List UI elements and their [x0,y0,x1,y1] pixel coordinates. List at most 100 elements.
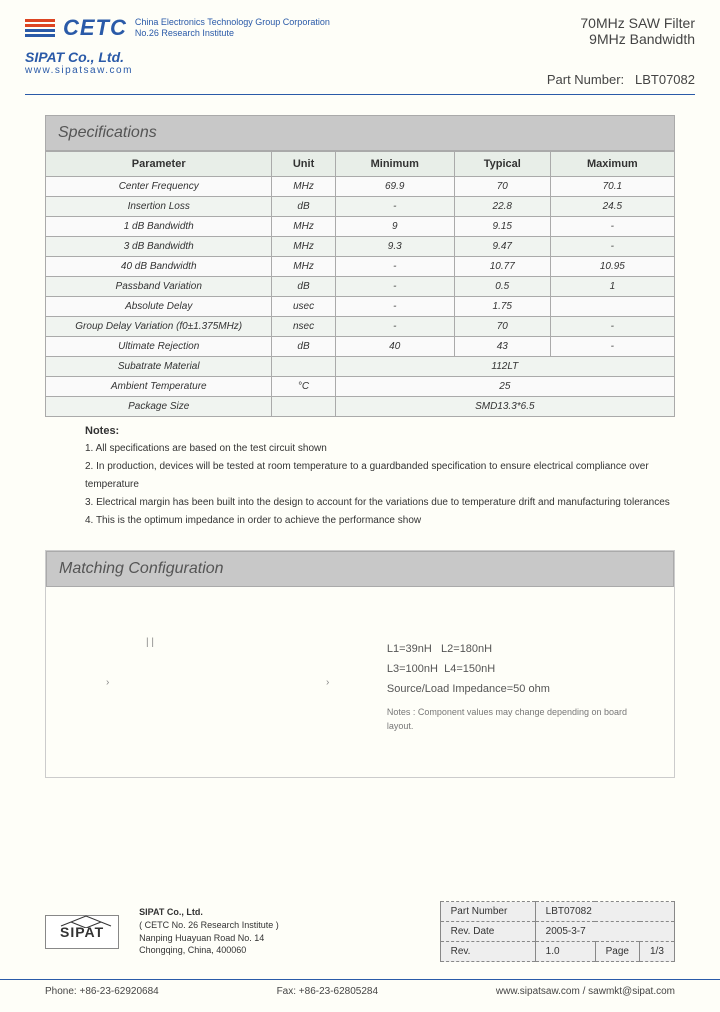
spec-cell: MHz [272,177,335,197]
note-item: 1. All specifications are based on the t… [85,440,675,458]
spec-cell: 70 [454,317,550,337]
sipat-logo-box: SIPAT [45,915,119,949]
spec-cell [550,297,674,317]
fax: Fax: +86-23-62805284 [277,986,378,997]
cetc-logo-icon [25,17,55,39]
matching-section: Matching Configuration | | › › L1=39nH L… [45,550,675,778]
spec-cell: dB [272,277,335,297]
bottom-bar: Phone: +86-23-62920684 Fax: +86-23-62805… [0,979,720,997]
matching-values: L1=39nH L2=180nH L3=100nH L4=150nH Sourc… [387,640,654,733]
spec-cell: - [335,197,454,217]
specifications-table: ParameterUnitMinimumTypicalMaximum Cente… [45,151,675,417]
spec-row: Group Delay Variation (f0±1.375MHz)nsec-… [46,317,675,337]
cetc-logo-text: CETC [63,15,127,41]
matching-header: Matching Configuration [46,551,674,587]
spec-cell: Insertion Loss [46,197,272,217]
note-item: 4. This is the optimum impedance in orde… [85,512,675,530]
spec-row-merged: Ambient Temperature°C25 [46,377,675,397]
spec-cell: 9.3 [335,237,454,257]
spec-cell: - [550,337,674,357]
spec-row: 1 dB BandwidthMHz99.15- [46,217,675,237]
company-name: SIPAT Co., Ltd. [139,906,279,919]
rev-val: 1.0 [535,942,595,962]
rev-part-label: Part Number [440,902,535,922]
spec-cell: - [335,257,454,277]
header-right: 70MHz SAW Filter 9MHz Bandwidth Part Num… [547,15,695,87]
company-url: www.sipatsaw.com [25,65,330,76]
address-line2: Chongqing, China, 400060 [139,944,279,957]
spec-cell: 10.95 [550,257,674,277]
header-left: CETC China Electronics Technology Group … [25,15,330,87]
spec-col-header: Parameter [46,152,272,177]
spec-cell: dB [272,337,335,357]
spec-col-header: Unit [272,152,335,177]
spec-cell: - [335,317,454,337]
spec-cell: nsec [272,317,335,337]
spec-cell: Group Delay Variation (f0±1.375MHz) [46,317,272,337]
spec-cell: - [335,277,454,297]
corp-text: China Electronics Technology Group Corpo… [135,17,330,39]
spec-col-header: Maximum [550,152,674,177]
spec-cell: 9.47 [454,237,550,257]
spec-cell: Absolute Delay [46,297,272,317]
spec-cell: 9 [335,217,454,237]
spec-cell: 1 [550,277,674,297]
rev-date-val: 2005-3-7 [535,922,674,942]
product-line1: 70MHz SAW Filter [547,15,695,31]
impedance-value: Source/Load Impedance=50 ohm [387,680,654,700]
web-email: www.sipatsaw.com / sawmkt@sipat.com [496,986,675,997]
matching-body: | | › › L1=39nH L2=180nH L3=100nH L4=150… [46,587,674,777]
corp-line1: China Electronics Technology Group Corpo… [135,17,330,28]
matching-note: Notes : Component values may change depe… [387,705,654,734]
specifications-header: Specifications [45,115,675,151]
corp-line2: No.26 Research Institute [135,28,330,39]
page-val: 1/3 [640,942,675,962]
spec-row: Passband VariationdB-0.51 [46,277,675,297]
spec-cell: 3 dB Bandwidth [46,237,272,257]
part-number-header: Part Number: LBT07082 [547,72,695,87]
page-label: Page [595,942,639,962]
spec-cell: Passband Variation [46,277,272,297]
rev-label: Rev. [440,942,535,962]
spec-row-merged: Subatrate Material112LT [46,357,675,377]
rev-date-label: Rev. Date [440,922,535,942]
institute-name: ( CETC No. 26 Research Institute ) [139,919,279,932]
spec-cell: 24.5 [550,197,674,217]
logo-row: CETC China Electronics Technology Group … [25,15,330,41]
spec-col-header: Minimum [335,152,454,177]
sipat-company: SIPAT Co., Ltd. [25,49,330,65]
spec-cell: - [550,237,674,257]
spec-cell: MHz [272,257,335,277]
notes-section: Notes: 1. All specifications are based o… [45,417,675,550]
notes-title: Notes: [85,425,675,437]
spec-cell: 40 dB Bandwidth [46,257,272,277]
spec-cell: Center Frequency [46,177,272,197]
address-line1: Nanping Huayuan Road No. 14 [139,932,279,945]
company-info: SIPAT Co., Ltd. ( CETC No. 26 Research I… [139,906,279,956]
spec-row: Insertion LossdB-22.824.5 [46,197,675,217]
spec-row: Center FrequencyMHz69.97070.1 [46,177,675,197]
spec-cell: 0.5 [454,277,550,297]
revision-table: Part NumberLBT07082 Rev. Date2005-3-7 Re… [440,901,675,962]
spec-row: 3 dB BandwidthMHz9.39.47- [46,237,675,257]
spec-cell: 1.75 [454,297,550,317]
footer-box: SIPAT SIPAT Co., Ltd. ( CETC No. 26 Rese… [45,901,675,962]
spec-cell: 9.15 [454,217,550,237]
rev-part-val: LBT07082 [535,902,674,922]
spec-cell: 1 dB Bandwidth [46,217,272,237]
spec-cell: - [335,297,454,317]
page-header: CETC China Electronics Technology Group … [0,0,720,92]
spec-cell: MHz [272,217,335,237]
note-item: 2. In production, devices will be tested… [85,458,675,494]
circuit-diagram: | | › › [66,627,387,747]
product-line2: 9MHz Bandwidth [547,31,695,47]
spec-col-header: Typical [454,152,550,177]
spec-cell: 10.77 [454,257,550,277]
note-item: 3. Electrical margin has been built into… [85,494,675,512]
spec-cell: 70.1 [550,177,674,197]
spec-row: 40 dB BandwidthMHz-10.7710.95 [46,257,675,277]
spec-cell: - [550,317,674,337]
spec-row: Absolute Delayusec-1.75 [46,297,675,317]
spec-cell: - [550,217,674,237]
spec-cell: dB [272,197,335,217]
